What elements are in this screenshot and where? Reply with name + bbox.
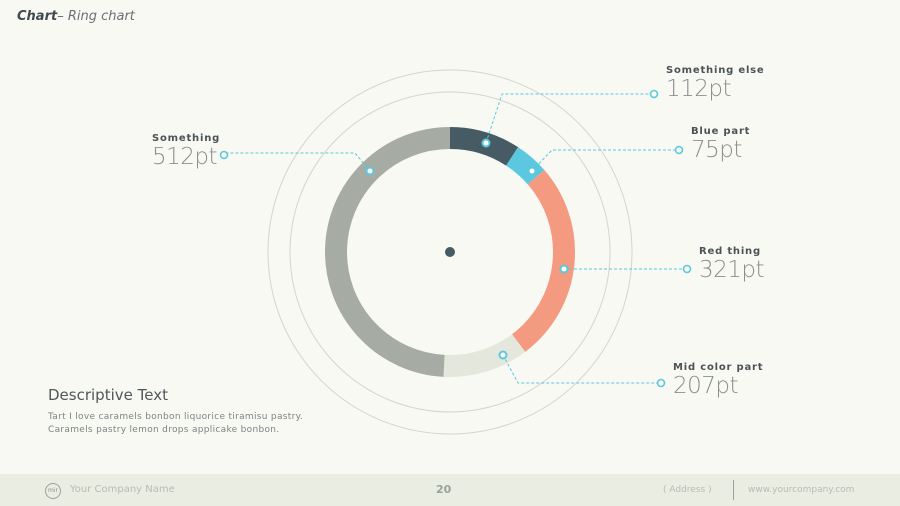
- address: ( Address ): [663, 485, 712, 495]
- description-line-2: Caramels pastry lemon drops applicake bo…: [48, 425, 280, 435]
- page-title: Chart– Ring chart: [17, 9, 135, 24]
- footer-divider: [733, 480, 734, 500]
- ring-segment-blue-part: [505, 147, 545, 185]
- marker-blue-part: [527, 166, 537, 176]
- end-marker-mid-color: [656, 378, 666, 388]
- company-logo-icon: mir: [45, 483, 61, 499]
- callout-something-else: Something else 112pt: [666, 65, 765, 102]
- ring-segment-red-thing: [511, 169, 575, 352]
- end-marker-something: [219, 150, 229, 160]
- marker-red-thing: [559, 264, 569, 274]
- footer: mir Your Company Name 20 ( Address ) www…: [0, 474, 900, 506]
- end-marker-red-thing: [682, 264, 692, 274]
- callout-something: Something 512pt: [152, 133, 221, 170]
- ring-segment-something-else: [449, 127, 519, 166]
- callout-line-blue-part: [531, 149, 678, 172]
- callout-red-thing: Red thing 321pt: [699, 246, 765, 283]
- end-marker-something-else: [649, 89, 659, 99]
- outer-ring-guide: [267, 69, 633, 435]
- company-url[interactable]: www.yourcompany.com: [748, 485, 855, 495]
- description-line-1: Tart I love caramels bonbon liquorice ti…: [48, 412, 304, 422]
- company-name: Your Company Name: [70, 484, 175, 495]
- title-subtitle: – Ring chart: [57, 9, 135, 24]
- ring-segment-something: [325, 127, 451, 377]
- inner-ring-guide: [289, 91, 611, 413]
- callout-line-mid-color: [502, 354, 660, 384]
- marker-something-else: [481, 138, 491, 148]
- page-number: 20: [436, 483, 452, 496]
- center-dot: [445, 247, 455, 257]
- marker-something: [365, 166, 375, 176]
- callout-line-something: [225, 152, 371, 172]
- description-heading: Descriptive Text: [48, 386, 168, 404]
- description-block: Descriptive Text Tart I love caramels bo…: [48, 386, 303, 437]
- end-marker-blue-part: [674, 145, 684, 155]
- title-bold: Chart: [17, 9, 58, 24]
- ring-segment-mid-color-part: [443, 334, 526, 377]
- callout-blue-part: Blue part 75pt: [691, 126, 751, 163]
- callout-line-something-else: [485, 93, 653, 144]
- marker-mid-color: [498, 350, 508, 360]
- callout-mid-color-part: Mid color part 207pt: [673, 362, 764, 399]
